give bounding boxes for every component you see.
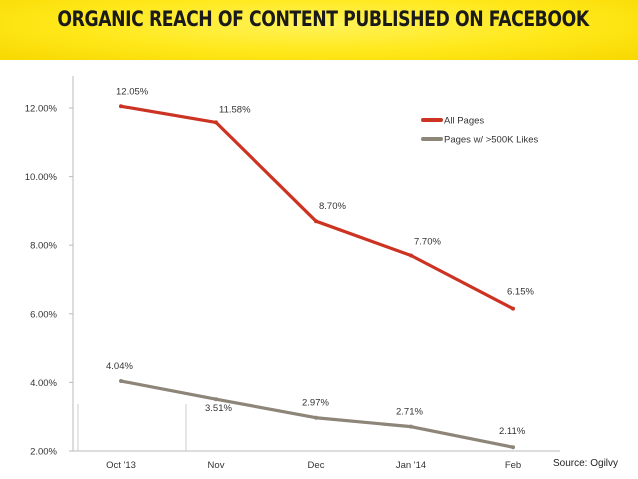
y-tick-label: 4.00% (30, 378, 57, 389)
data-point (511, 445, 515, 450)
y-tick-label: 10.00% (25, 172, 58, 183)
data-label: 2.71% (396, 407, 423, 418)
y-tick-label: 8.00% (30, 241, 57, 252)
data-label: 4.04% (106, 361, 133, 372)
chart-series: 12.05% 11.58% 8.70% 7.70% 6.15% 4.04% 3.51% 2.9… (106, 86, 534, 450)
data-label: 2.97% (302, 398, 329, 409)
data-point (119, 379, 123, 384)
data-point (511, 306, 515, 311)
legend-label: Pages w/ >500K Likes (444, 135, 539, 146)
legend-label: All Pages (444, 116, 484, 127)
line-chart: 2.00% 4.00% 6.00% 8.00% 10.00% 12.00% Oct '13 N… (25, 76, 560, 471)
source-credit: Source: Ogilvy (553, 458, 619, 469)
data-point (119, 104, 123, 109)
data-point (314, 219, 318, 224)
y-tick-label: 2.00% (30, 447, 57, 458)
y-tick-label: 12.00% (25, 104, 58, 115)
data-label: 7.70% (414, 236, 441, 247)
data-label: 3.51% (205, 403, 232, 414)
chart-axes: 2.00% 4.00% 6.00% 8.00% 10.00% 12.00% Oct '13 N… (25, 76, 560, 471)
data-label: 6.15% (507, 287, 534, 298)
data-point (409, 253, 413, 258)
data-label: 2.11% (499, 426, 526, 437)
data-point (214, 120, 218, 125)
page-title: ORGANIC REACH OF CONTENT PUBLISHED ON FA… (57, 7, 589, 31)
data-label: 11.58% (219, 104, 251, 115)
y-tick-label: 6.00% (30, 309, 57, 320)
x-tick-label: Oct '13 (106, 460, 136, 471)
title-banner: ORGANIC REACH OF CONTENT PUBLISHED ON FA… (0, 0, 638, 60)
x-tick-label: Jan '14 (396, 460, 426, 471)
series-line (119, 379, 515, 449)
data-label: 12.05% (116, 86, 149, 97)
x-tick-label: Dec (308, 460, 325, 471)
data-label: 8.70% (319, 201, 346, 212)
data-point (314, 415, 318, 420)
x-tick-label: Feb (505, 460, 521, 471)
data-point (409, 424, 413, 429)
chart-legend: All Pages Pages w/ >500K Likes (421, 116, 539, 146)
x-tick-label: Nov (208, 460, 225, 471)
data-point (214, 397, 218, 402)
